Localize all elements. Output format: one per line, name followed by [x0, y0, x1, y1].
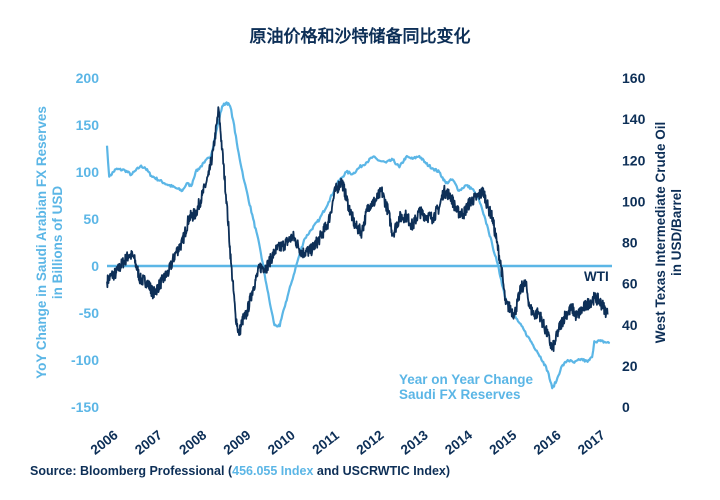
- source-suffix: and USCRWTIC Index): [313, 464, 451, 478]
- x-axis-tick-label: 2013: [398, 427, 431, 458]
- left-axis-tick-label: 0: [91, 258, 99, 274]
- right-axis-tick-label: 0: [622, 399, 630, 415]
- chart-area: -150 -100 -50 0 50 100 150 200 0 20 40 60 80 100 120 14…: [34, 70, 684, 458]
- x-axis-tick-label: 2006: [88, 427, 121, 458]
- x-axis-tick-label: 2014: [442, 427, 475, 458]
- source-index-highlight: 456.055 Index: [232, 464, 314, 478]
- series-line-fx-reserves: [105, 101, 611, 390]
- series-label-fx-reserves: Year on Year Change Saudi FX Reserves: [399, 372, 534, 402]
- axes-layer: -150 -100 -50 0 50 100 150 200 0 20 40 60 80 100 120 14…: [71, 70, 646, 458]
- left-axis-tick-label: 50: [83, 211, 99, 227]
- left-axis-tick-label: -50: [79, 305, 99, 321]
- series-layer: [105, 101, 611, 390]
- x-axis-tick-label: 2012: [354, 427, 387, 457]
- right-axis-tick-label: 60: [622, 276, 638, 292]
- left-axis-tick-label: -150: [71, 399, 99, 415]
- series-label-wti: WTI: [584, 269, 609, 284]
- series-label-fx-reserves-line2: Saudi FX Reserves: [399, 387, 521, 402]
- right-axis-tick-label: 140: [622, 111, 646, 127]
- x-axis-tick-label: 2017: [575, 427, 608, 457]
- source-prefix: Source: Bloomberg Professional (: [30, 464, 233, 478]
- left-axis-label-line1: YoY Change in Saudi Arabian FX Reserves: [34, 106, 49, 379]
- right-axis-label: West Texas Intermediate Crude Oilin USD/…: [653, 122, 684, 344]
- right-axis-label-line2: in USD/Barrel: [669, 189, 684, 276]
- left-axis-label: YoY Change in Saudi Arabian FX Reservesi…: [34, 106, 65, 379]
- right-axis-tick-label: 160: [622, 70, 646, 86]
- right-axis-tick-label: 20: [622, 358, 638, 374]
- left-axis-tick-label: -100: [71, 352, 99, 368]
- x-axis-tick-label: 2007: [132, 427, 165, 457]
- right-axis-tick-label: 100: [622, 193, 646, 209]
- series-label-fx-reserves-line1: Year on Year Change: [399, 372, 534, 387]
- x-axis-tick-label: 2015: [486, 427, 519, 458]
- left-axis-tick-label: 100: [76, 164, 100, 180]
- chart-title: 原油价格和沙特储备同比变化: [249, 27, 471, 47]
- left-axis-tick-label: 200: [76, 70, 100, 86]
- source-note: Source: Bloomberg Professional (456.055 …: [30, 464, 450, 478]
- left-axis-tick-label: 150: [76, 117, 100, 133]
- left-axis-label-line2: in Billions of USD: [50, 186, 65, 299]
- right-axis-tick-label: 120: [622, 152, 646, 168]
- right-axis-label-line1: West Texas Intermediate Crude Oil: [653, 122, 668, 344]
- x-axis-tick-label: 2010: [265, 427, 298, 457]
- x-axis-tick-label: 2009: [221, 427, 254, 457]
- labels-layer: YoY Change in Saudi Arabian FX Reservesi…: [34, 106, 684, 402]
- x-axis-tick-label: 2011: [310, 427, 343, 457]
- series-line-wti: [106, 106, 609, 352]
- right-axis-tick-label: 80: [622, 235, 638, 251]
- x-axis-tick-label: 2008: [176, 427, 209, 458]
- right-axis-tick-label: 40: [622, 317, 638, 333]
- x-axis-tick-label: 2016: [531, 427, 564, 458]
